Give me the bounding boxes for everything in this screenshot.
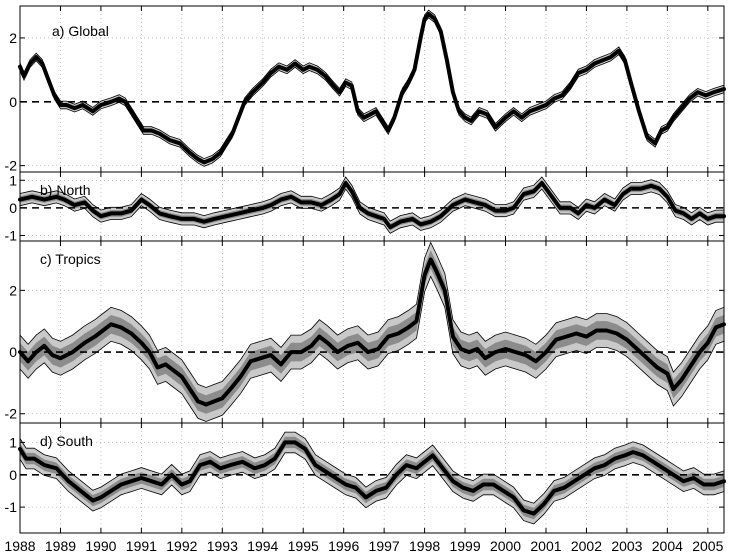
xtick-label: 1989 — [45, 538, 76, 553]
ytick-label: 0 — [9, 467, 17, 483]
xtick-label: 1994 — [247, 538, 278, 553]
xtick-label: 2005 — [692, 538, 723, 553]
plot-area-tropics — [18, 241, 726, 423]
ytick-label: -1 — [5, 227, 18, 243]
ytick-label: -2 — [5, 406, 18, 422]
ytick-label: 1 — [9, 172, 17, 188]
xtick-label: 2000 — [490, 538, 521, 553]
plot-area-south — [18, 423, 726, 533]
plot-area-north — [18, 172, 726, 241]
xtick-label: 2003 — [611, 538, 642, 553]
series-line-global — [18, 12, 726, 165]
axes-frame-south — [19, 422, 725, 534]
panel-title-north: b) North — [40, 182, 91, 198]
axes-frame-global — [19, 5, 725, 173]
series-line-south — [18, 440, 726, 516]
ytick-label: 2 — [9, 282, 17, 298]
panel-tropics: c) Tropics 2 0 -2 — [5, 240, 726, 424]
xtick-label: 1998 — [409, 538, 440, 553]
xtick-label: 1988 — [4, 538, 35, 553]
confidence-band-outer-north — [19, 176, 725, 234]
xtick-label: 1995 — [288, 538, 319, 553]
panel-title-south: d) South — [40, 433, 93, 449]
panel-title-global: a) Global — [52, 23, 109, 39]
plot-area-global — [18, 6, 726, 172]
xtick-label: 1991 — [126, 538, 157, 553]
ytick-label: -1 — [5, 499, 18, 515]
ytick-label: 0 — [9, 200, 17, 216]
ytick-label: -2 — [5, 158, 18, 174]
confidence-band-outer-global — [19, 9, 725, 167]
xtick-label: 1990 — [85, 538, 116, 553]
panel-north: b) North 1 0 -1 — [5, 171, 726, 243]
panel-title-tropics: c) Tropics — [40, 251, 101, 267]
xtick-label: 1997 — [369, 538, 400, 553]
series-line-tropics — [18, 257, 726, 407]
series-line-north — [18, 181, 726, 230]
ytick-label: 0 — [9, 344, 17, 360]
ytick-label: 2 — [9, 30, 17, 46]
xtick-label: 2002 — [571, 538, 602, 553]
panel-south: d) South 1 0 -1 1988 1989 1990 1991 1992 1993 199… — [4, 422, 726, 553]
panel-global: a) Global 2 0 -2 — [5, 5, 726, 174]
xtick-label: 1999 — [449, 538, 480, 553]
xtick-label: 2004 — [652, 538, 683, 553]
xtick-label: 1996 — [328, 538, 359, 553]
confidence-band-inner-global — [20, 11, 724, 165]
xtick-label: 1993 — [207, 538, 238, 553]
ytick-label: 1 — [9, 434, 17, 450]
confidence-band-inner-tropics — [20, 250, 724, 414]
xtick-label: 1992 — [166, 538, 197, 553]
xtick-label: 2001 — [530, 538, 561, 553]
ytick-label: 0 — [9, 94, 17, 110]
